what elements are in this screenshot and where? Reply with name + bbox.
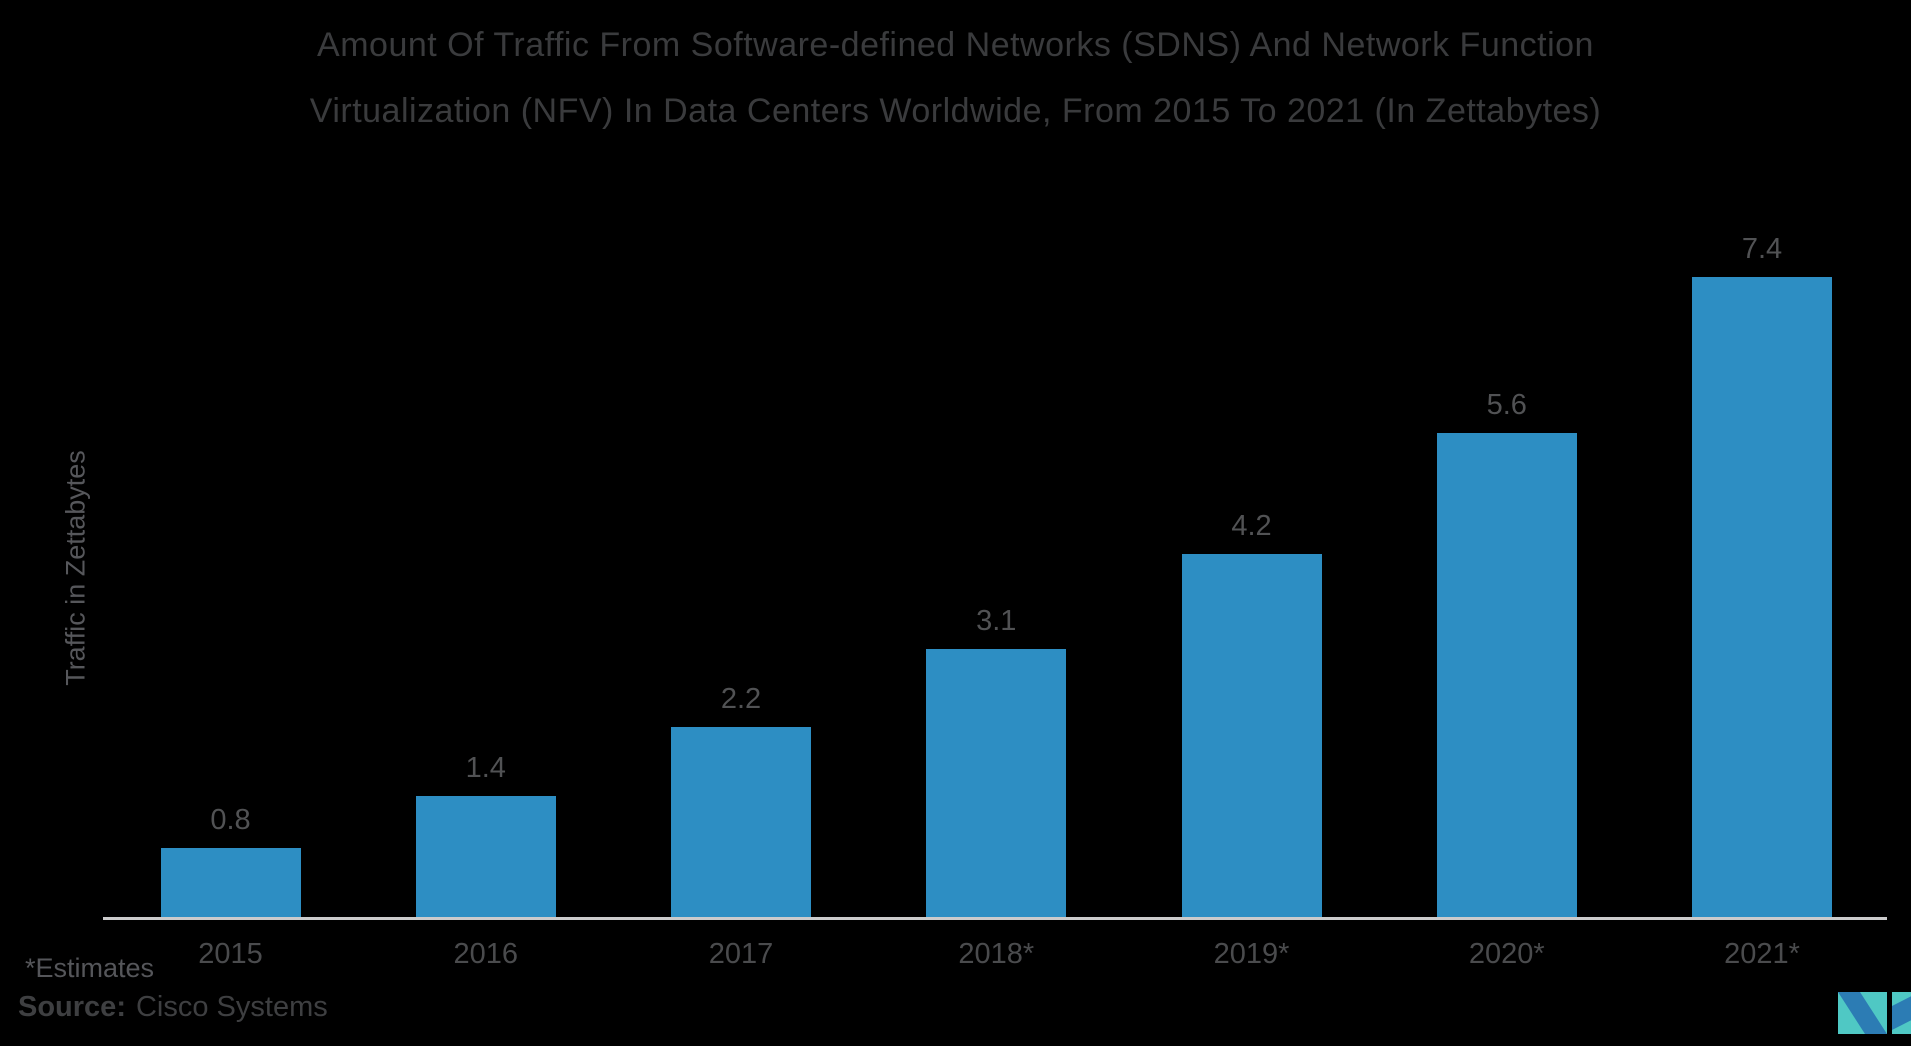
bar-2019: [1181, 554, 1322, 917]
x-tick-label-2019: 2019*: [1213, 938, 1290, 970]
x-axis-line: [103, 917, 1887, 920]
chart-title: Amount Of Traffic From Software-defined …: [0, 12, 1911, 144]
estimates-footnote: *Estimates: [25, 953, 155, 983]
bar-2021: [1692, 277, 1832, 917]
bar-value-label-2015: 0.8: [210, 804, 251, 836]
bar-2015: [160, 848, 301, 917]
bar-2017: [671, 727, 811, 917]
bar-2020: [1436, 433, 1577, 917]
chart-title-line2: Virtualization (NFV) In Data Centers Wor…: [309, 92, 1602, 130]
bar-value-label-2018: 3.1: [976, 605, 1017, 637]
x-tick-label-2021: 2021*: [1724, 938, 1800, 970]
logo-right-blue-diagonal: [1892, 996, 1911, 1030]
bar-value-label-2020: 5.6: [1486, 389, 1527, 421]
bar-2016: [415, 796, 556, 917]
logo-left-blue-diagonal: [1838, 992, 1887, 1034]
bar-2018: [926, 649, 1067, 917]
bar-value-label-2021: 7.4: [1741, 233, 1783, 265]
x-tick-label-2018: 2018*: [958, 938, 1035, 970]
mordor-intelligence-logo: [1838, 992, 1911, 1034]
x-tick-label-2016: 2016: [453, 938, 518, 970]
source-line: Source: Cisco Systems: [18, 990, 328, 1024]
x-tick-label-2020: 2020*: [1468, 938, 1545, 970]
source-value: Cisco Systems: [135, 991, 328, 1023]
x-tick-label-2015: 2015: [198, 938, 263, 970]
bar-value-label-2019: 4.2: [1231, 510, 1272, 542]
x-tick-label-2017: 2017: [708, 938, 774, 970]
bar-value-label-2016: 1.4: [465, 752, 506, 784]
bar-value-label-2017: 2.2: [720, 683, 762, 715]
source-label: Source:: [18, 991, 126, 1023]
chart-title-line1: Amount Of Traffic From Software-defined …: [317, 26, 1594, 64]
